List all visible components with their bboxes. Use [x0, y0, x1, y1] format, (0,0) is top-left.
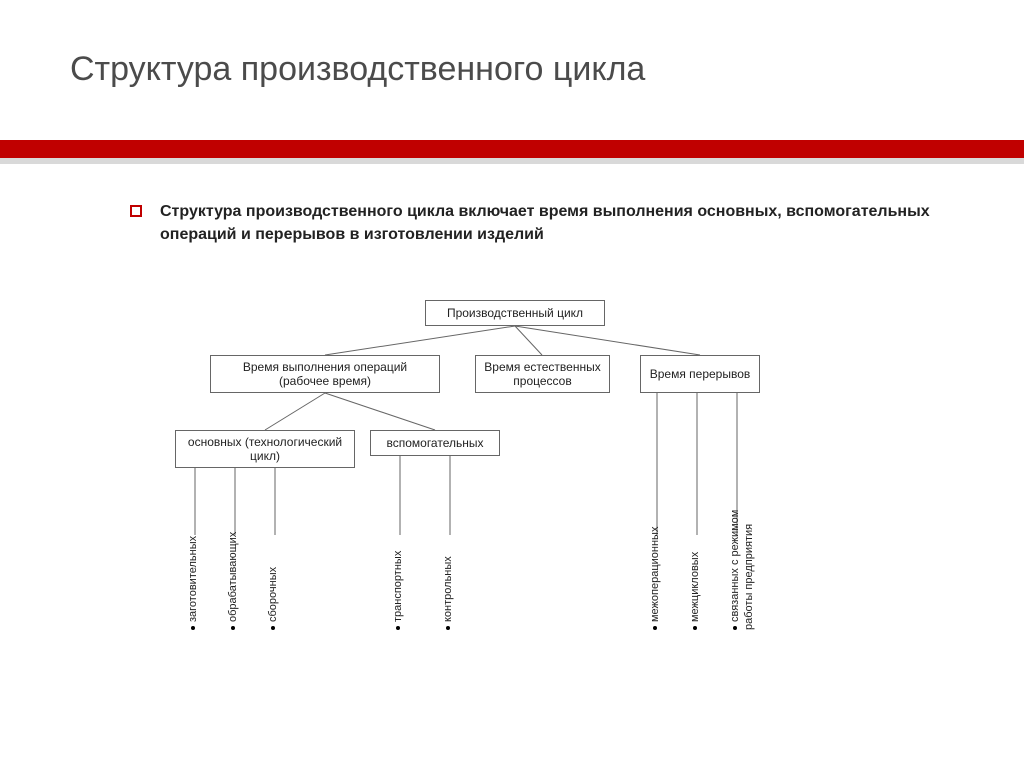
bullet-icon — [130, 205, 142, 217]
tree-node-breaks: Время перерывов — [640, 355, 760, 393]
tree-leaf-l2: обрабатывающих — [227, 532, 239, 630]
tree-leaf-l4: транспортных — [392, 551, 404, 630]
tree-node-natural: Время естественных процессов — [475, 355, 610, 393]
accent-bar — [0, 140, 1024, 158]
tree-node-ops: Время выполнения операций (рабочее время… — [210, 355, 440, 393]
tree-leaf-l3: сборочных — [267, 567, 279, 630]
tree-leaf-l8-line2: работы предприятия — [743, 524, 755, 630]
tree-leaf-l1: заготовительных — [187, 536, 199, 630]
slide: Структура производственного цикла Структ… — [0, 0, 1024, 768]
body-paragraph: Структура производственного цикла включа… — [160, 200, 934, 246]
tree-leaf-l7: межцикловых — [689, 552, 701, 630]
page-title: Структура производственного цикла — [70, 50, 954, 89]
tree-node-aux: вспомогательных — [370, 430, 500, 456]
tree-leaf-l5: контрольных — [442, 556, 454, 630]
tree-node-root: Производственный цикл — [425, 300, 605, 326]
tree-leaf-l6: межоперационных — [649, 527, 661, 630]
tree-node-main: основных (технологический цикл) — [175, 430, 355, 468]
tree-diagram: Производственный цикл Время выполнения оп… — [175, 300, 875, 720]
tree-leaf-l8: связанных с режимом — [729, 510, 741, 630]
